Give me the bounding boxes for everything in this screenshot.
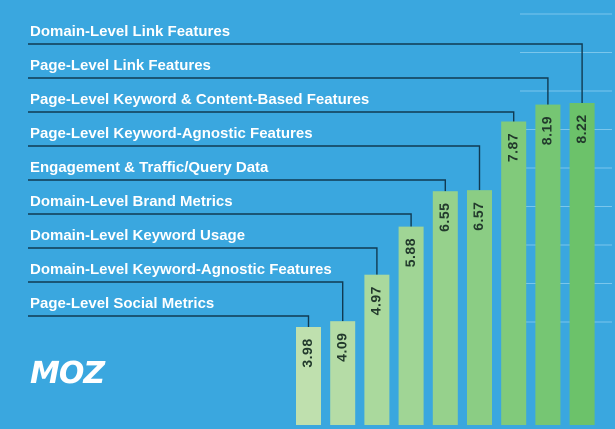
leader-line (28, 281, 344, 322)
value-label: 4.09 (333, 333, 349, 362)
value-label: 6.57 (470, 202, 486, 231)
value-label: 5.88 (402, 238, 418, 267)
category-label: Page-Level Keyword-Agnostic Features (30, 125, 313, 142)
leader-line (28, 77, 549, 105)
leader-line (28, 43, 583, 103)
bar (467, 190, 492, 425)
category-label: Domain-Level Link Features (30, 23, 230, 40)
leader-line (28, 247, 378, 275)
bar (535, 104, 561, 426)
leader-lines (28, 43, 583, 327)
category-label: Domain-Level Keyword Usage (30, 227, 245, 244)
category-labels: Page-Level Social Metrics Domain-Level Ke… (30, 23, 369, 312)
category-label: Domain-Level Brand Metrics (30, 193, 233, 210)
value-label: 6.55 (436, 203, 452, 232)
category-label: Page-Level Social Metrics (30, 295, 214, 312)
leader-line (28, 111, 515, 122)
leader-line (28, 179, 446, 192)
bars (296, 103, 595, 426)
value-label: 7.87 (504, 133, 520, 162)
value-label: 4.97 (368, 286, 384, 315)
bar (398, 226, 424, 425)
value-label: 8.22 (573, 114, 589, 143)
value-labels: 3.98 4.09 4.97 5.88 6.55 6.57 7.87 8.19 8.22 (299, 114, 589, 367)
leader-line (28, 145, 481, 191)
value-label: 3.98 (299, 338, 315, 367)
bar (501, 121, 527, 425)
moz-logo: MOZ (30, 356, 106, 391)
category-label: Page-Level Link Features (30, 57, 211, 74)
value-label: 8.19 (539, 116, 555, 145)
category-label: Page-Level Keyword & Content-Based Featu… (30, 91, 369, 108)
grid-lines (520, 13, 612, 323)
category-label: Engagement & Traffic/Query Data (30, 159, 269, 176)
bar (330, 321, 356, 425)
bar (432, 191, 458, 425)
category-label: Domain-Level Keyword-Agnostic Features (30, 261, 332, 278)
bar (296, 327, 321, 425)
leader-line (28, 315, 310, 327)
bar (569, 103, 595, 425)
leader-line (28, 213, 412, 227)
bar (364, 274, 390, 425)
